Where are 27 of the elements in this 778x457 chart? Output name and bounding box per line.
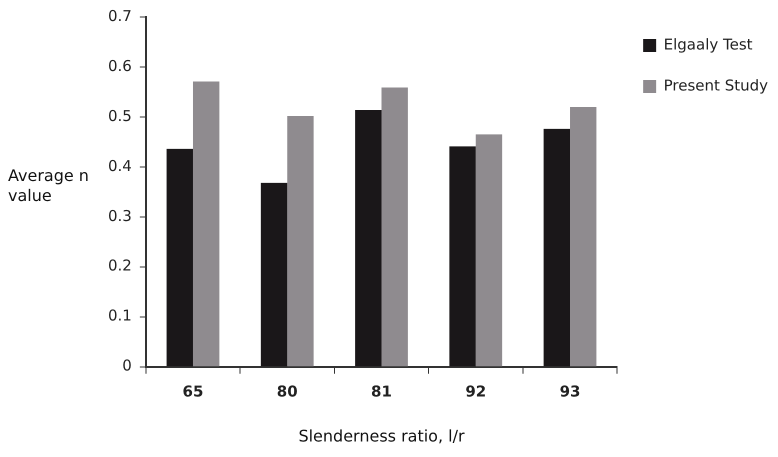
x-tick-label: 80 xyxy=(276,382,298,401)
bar xyxy=(166,148,193,366)
bar xyxy=(192,81,220,366)
bar xyxy=(544,128,570,366)
y-axis-title: Average n value xyxy=(8,166,90,206)
x-tick-label: 81 xyxy=(371,382,392,401)
bar xyxy=(287,116,314,366)
x-tick-label: 65 xyxy=(182,382,204,401)
legend-label: Elgaaly Test xyxy=(664,35,753,54)
x-tick-label: 92 xyxy=(465,382,486,401)
legend-label: Present Study xyxy=(664,76,768,94)
y-tick-label: 0.7 xyxy=(108,6,132,25)
y-tick-label: 0 xyxy=(122,356,132,375)
x-axis-title: Slenderness ratio, l/r xyxy=(298,426,465,446)
y-tick-label: 0.3 xyxy=(108,206,132,225)
bar xyxy=(570,106,596,366)
bar xyxy=(355,110,382,366)
y-tick-label: 0.6 xyxy=(108,56,132,75)
y-tick-label: 0.4 xyxy=(108,156,132,175)
bar xyxy=(449,146,476,366)
bar xyxy=(382,87,408,366)
bar xyxy=(260,182,288,366)
y-tick-label: 0.5 xyxy=(108,106,132,125)
y-tick-label: 0.1 xyxy=(108,306,132,325)
y-tick-label: 0.2 xyxy=(108,256,132,275)
bar xyxy=(476,134,502,366)
x-tick-label: 93 xyxy=(560,382,580,401)
